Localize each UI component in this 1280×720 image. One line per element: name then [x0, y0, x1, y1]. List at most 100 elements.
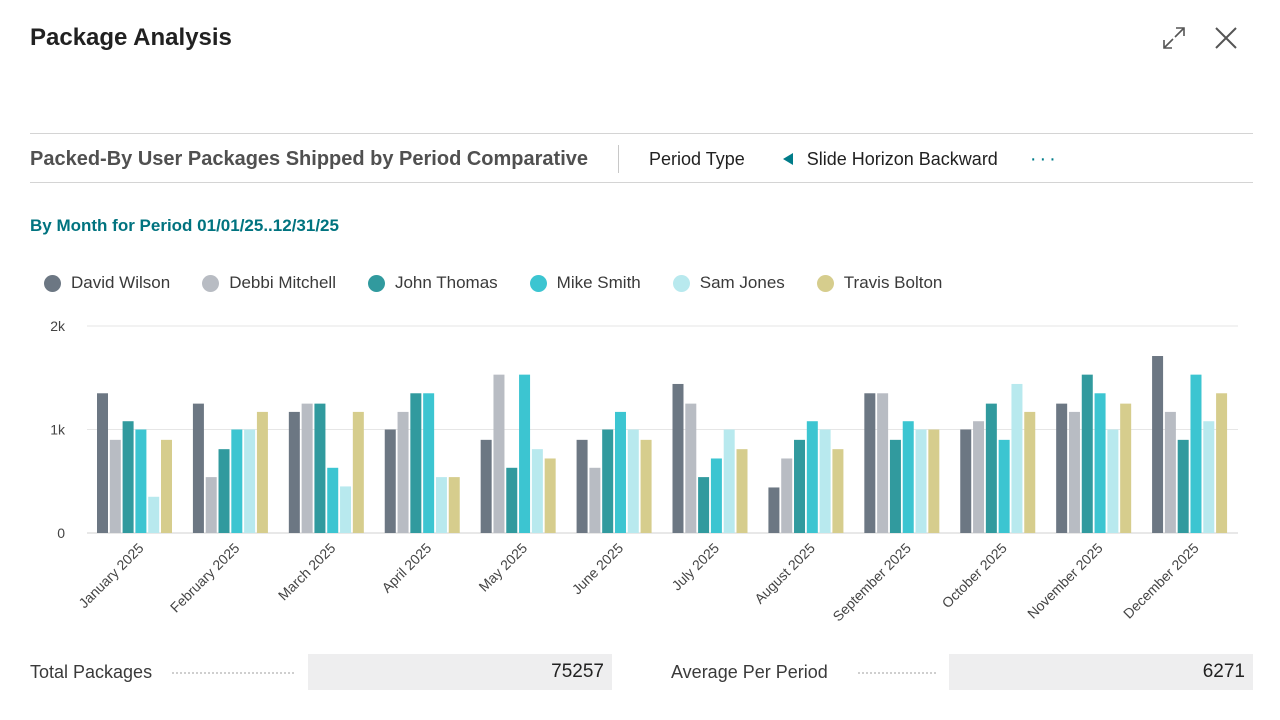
bar	[314, 403, 326, 533]
bar	[819, 429, 831, 533]
bar	[109, 439, 121, 533]
legend-item-david-wilson[interactable]: David Wilson	[44, 273, 170, 293]
average-per-period-value: 6271	[949, 654, 1253, 690]
x-tick-label: September 2025	[829, 540, 914, 625]
x-tick-label: December 2025	[1120, 540, 1202, 622]
slide-horizon-backward-label: Slide Horizon Backward	[806, 148, 998, 169]
legend-label: Sam Jones	[699, 273, 785, 292]
bar	[1164, 411, 1176, 533]
bar	[410, 393, 422, 533]
legend-item-debbi-mitchell[interactable]: Debbi Mitchell	[202, 273, 336, 293]
bar	[685, 403, 697, 533]
bar	[902, 421, 914, 533]
bar	[340, 486, 352, 533]
bar	[1081, 374, 1093, 533]
toolbar-bottom-divider	[30, 182, 1253, 183]
bar	[640, 439, 652, 533]
window-title: Package Analysis	[30, 24, 232, 51]
x-tick-label: January 2025	[75, 540, 146, 611]
legend-item-travis-bolton[interactable]: Travis Bolton	[816, 273, 942, 293]
bar	[352, 411, 364, 533]
more-options-button[interactable]: ···	[1029, 147, 1059, 170]
legend-item-john-thomas[interactable]: John Thomas	[367, 273, 498, 293]
bar	[205, 477, 217, 533]
bar	[519, 374, 531, 533]
bar	[397, 411, 409, 533]
bar	[915, 429, 927, 533]
average-dots-leader	[858, 670, 936, 674]
bar	[148, 496, 160, 533]
x-tick-label: February 2025	[167, 540, 243, 616]
legend-label: Mike Smith	[556, 273, 641, 292]
close-button[interactable]	[1210, 22, 1242, 54]
toolbar-top-divider	[30, 133, 1253, 134]
bar	[480, 439, 492, 533]
y-tick-label: 0	[57, 525, 65, 541]
legend-dot-icon	[202, 274, 220, 292]
bar	[192, 403, 204, 533]
bar	[1120, 403, 1132, 533]
legend-dot-icon	[529, 274, 547, 292]
y-tick-label: 2k	[50, 318, 66, 334]
chart-title: Packed-By User Packages Shipped by Perio…	[30, 147, 588, 170]
bar	[723, 429, 735, 533]
x-tick-label: October 2025	[939, 540, 1010, 611]
toolbar-separator	[618, 145, 619, 173]
bar	[1011, 383, 1023, 533]
legend-label: David Wilson	[71, 273, 171, 292]
bar	[672, 383, 684, 533]
bar	[985, 403, 997, 533]
bar	[1024, 411, 1036, 533]
bar	[794, 439, 806, 533]
legend-dot-icon	[672, 274, 690, 292]
legend-item-sam-jones[interactable]: Sam Jones	[672, 273, 785, 293]
total-packages-value: 75257	[308, 654, 612, 690]
bar	[736, 449, 748, 533]
bar	[589, 467, 601, 533]
chart-legend: David Wilson Debbi Mitchell John Thomas Mik…	[44, 273, 974, 293]
x-tick-label: August 2025	[751, 540, 818, 607]
bar	[864, 393, 876, 533]
y-tick-label: 1k	[50, 422, 66, 438]
bar	[244, 429, 256, 533]
bar	[256, 411, 268, 533]
bar	[161, 439, 172, 533]
bar	[576, 439, 588, 533]
bar-chart: 0 1k 2k January 2025 February 2025 March 2025…	[50, 318, 1238, 625]
bar	[877, 393, 889, 533]
bar	[806, 421, 818, 533]
bar	[97, 393, 108, 533]
x-tick-label: June 2025	[569, 540, 627, 598]
bar	[288, 411, 300, 533]
bar	[973, 421, 985, 533]
legend-item-mike-smith[interactable]: Mike Smith	[529, 273, 641, 293]
legend-dot-icon	[816, 274, 834, 292]
bar	[531, 449, 543, 533]
bar	[627, 429, 639, 533]
x-tick-label: March 2025	[275, 540, 339, 604]
x-tick-label: November 2025	[1024, 540, 1106, 622]
x-tick-label: July 2025	[668, 540, 722, 594]
bar	[998, 439, 1010, 533]
bar	[889, 439, 901, 533]
bar	[1216, 393, 1228, 533]
bar	[602, 429, 614, 533]
bar	[1056, 403, 1068, 533]
total-dots-leader	[172, 670, 294, 674]
bar	[218, 449, 230, 533]
expand-icon	[1163, 27, 1185, 49]
bar	[327, 467, 339, 533]
bar	[1177, 439, 1189, 533]
bar	[781, 458, 793, 533]
x-tick-label: April 2025	[378, 540, 434, 596]
period-type-button[interactable]: Period Type	[649, 149, 745, 170]
bar	[493, 374, 505, 533]
legend-label: Debbi Mitchell	[229, 273, 336, 292]
slide-horizon-backward-button[interactable]: Slide Horizon Backward	[782, 148, 998, 170]
bar	[768, 487, 780, 533]
bar	[122, 421, 134, 533]
expand-button[interactable]	[1158, 22, 1190, 54]
bar	[544, 458, 556, 533]
x-tick-label: May 2025	[475, 540, 530, 595]
bar	[506, 467, 518, 533]
